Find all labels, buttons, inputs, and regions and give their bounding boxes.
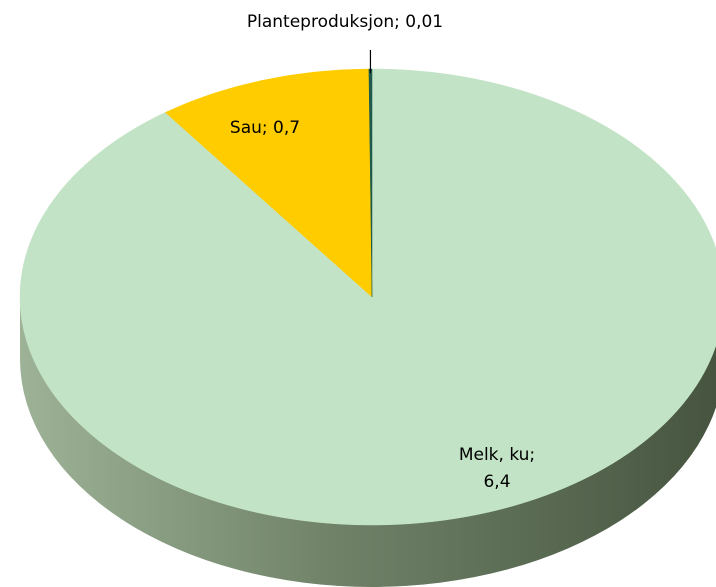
data-label-line: Melk, ku; <box>459 445 535 465</box>
pie-side <box>20 297 716 587</box>
pie-slice <box>164 68 373 298</box>
data-label-line: 6,4 <box>483 472 510 492</box>
pie-plot: Melk, ku; 6,4 Sau; 0,7 Planteproduksjon; 0,… <box>19 12 716 587</box>
data-label: Melk, ku; 6,4 <box>459 445 535 492</box>
data-label: Sau; 0,7 <box>230 118 300 138</box>
pie-slice <box>19 68 716 526</box>
data-label: Planteproduksjon; 0,01 <box>247 12 443 32</box>
